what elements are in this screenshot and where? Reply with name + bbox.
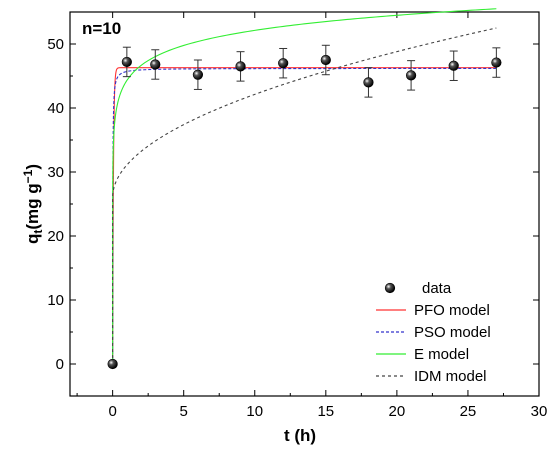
y-tick-label: 0 (56, 356, 64, 373)
y-tick-label: 30 (47, 164, 64, 181)
data-point (192, 69, 204, 80)
data-point (320, 54, 331, 66)
y-axis-title-sub: t (31, 230, 45, 234)
x-tick-label: 10 (246, 403, 263, 420)
data-point (121, 56, 132, 68)
legend-label: E model (414, 346, 469, 363)
x-tick-label: 30 (531, 403, 548, 420)
series-line (112, 67, 497, 365)
data-point (363, 77, 374, 88)
x-tick-label: 25 (460, 403, 477, 420)
y-tick-label: 20 (47, 228, 64, 245)
model-curves (112, 8, 497, 365)
x-tick-label: 0 (108, 403, 116, 420)
data-points (107, 44, 502, 370)
x-tick-label: 5 (180, 403, 188, 420)
x-tick-label: 15 (317, 403, 334, 420)
data-point (150, 59, 161, 70)
data-point (107, 358, 118, 370)
series-line (112, 8, 497, 365)
y-axis-title-main: q (23, 234, 42, 244)
data-point (278, 58, 289, 69)
legend-label: data (422, 280, 452, 297)
data-point (491, 57, 502, 68)
y-axis-title: qt(mg g−1) (21, 164, 45, 244)
y-tick-label: 40 (47, 100, 64, 117)
data-point (405, 70, 417, 81)
y-tick-label: 50 (47, 36, 64, 53)
series-line (112, 67, 497, 365)
legend-label: IDM model (414, 368, 487, 385)
legend-marker-data (384, 282, 396, 294)
annotation-label: n=10 (82, 19, 121, 38)
x-axis-title: t (h) (284, 426, 316, 445)
y-tick-label: 10 (47, 292, 64, 309)
y-axis-title-unit: (mg g (23, 183, 42, 229)
x-tick-label: 20 (389, 403, 406, 420)
data-point (235, 61, 246, 72)
legend-label: PFO model (414, 302, 490, 319)
legend: data PFO model PSO model E model IDM model (376, 280, 491, 385)
legend-label: PSO model (414, 324, 491, 341)
series-line (112, 27, 497, 365)
y-axis-title-exp: −1 (21, 169, 35, 183)
data-point (448, 60, 459, 71)
axis-ticks: 0 5 10 15 20 25 30 0 10 20 30 40 50 (47, 12, 547, 420)
y-axis-title-close: ) (23, 164, 42, 170)
